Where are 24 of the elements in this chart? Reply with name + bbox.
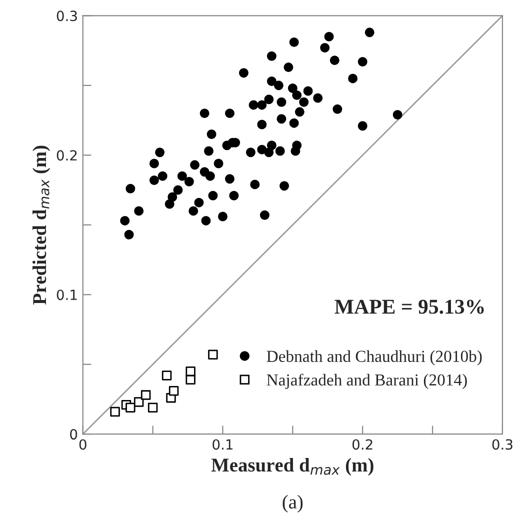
point xyxy=(186,366,196,376)
annotation: MAPE = 95.13% xyxy=(334,300,484,314)
point xyxy=(162,370,172,380)
y-tick-label: 0.2 xyxy=(56,150,77,161)
text: (a) xyxy=(282,494,303,513)
point xyxy=(110,406,120,417)
y-tick-label: 0.3 xyxy=(56,10,77,22)
point xyxy=(140,390,151,400)
x-tick-label: 0.1 xyxy=(212,439,232,450)
y-axis-title: Predicted d$_{max}$ (m) xyxy=(32,146,50,305)
x-tick-label: 0 xyxy=(79,439,86,450)
y-tick-label: 0.1 xyxy=(56,290,77,300)
point xyxy=(186,374,196,385)
x-tick-label: 0.2 xyxy=(352,439,372,450)
point xyxy=(126,402,136,412)
point xyxy=(148,402,158,412)
x-axis-title: Measured d$_{max}$ (m) xyxy=(211,458,374,476)
point xyxy=(168,386,179,396)
y-tick-label: 0 xyxy=(70,429,78,440)
legend-label: Najafzadeh and Barani (2014) xyxy=(266,374,467,389)
x-tick-label: 0.3 xyxy=(492,439,512,450)
point xyxy=(208,350,218,360)
point xyxy=(134,397,144,407)
legend-label: Debnath and Chaudhuri (2010b) xyxy=(266,350,482,366)
